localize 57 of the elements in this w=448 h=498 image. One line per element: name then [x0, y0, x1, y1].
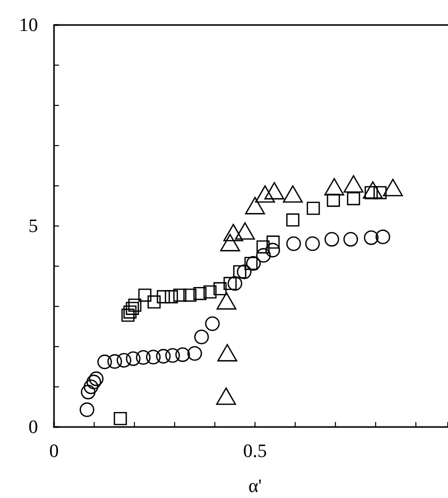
- point: [305, 236, 320, 251]
- point: [256, 240, 270, 254]
- point: [156, 290, 170, 304]
- x-axis-title: α': [248, 476, 262, 497]
- point: [266, 236, 280, 249]
- point: [88, 371, 104, 386]
- point: [80, 384, 96, 400]
- point: [126, 351, 141, 366]
- point: [228, 276, 242, 291]
- point: [148, 295, 161, 309]
- point: [138, 288, 152, 302]
- point: [175, 347, 190, 362]
- point: [194, 330, 209, 344]
- point: [246, 256, 261, 271]
- point: [173, 288, 186, 302]
- y-tick-label: 5: [28, 216, 38, 237]
- point: [84, 379, 98, 394]
- point: [97, 354, 112, 370]
- point: [136, 350, 151, 365]
- point: [146, 350, 161, 364]
- point: [343, 232, 358, 247]
- point: [164, 290, 178, 304]
- point: [107, 354, 122, 369]
- point: [116, 352, 132, 368]
- point: [203, 285, 217, 298]
- point: [326, 194, 340, 207]
- y-tick-label: 10: [19, 15, 38, 36]
- y-tick-label: 0: [28, 417, 38, 438]
- point: [121, 308, 135, 322]
- point: [114, 412, 127, 426]
- point: [306, 202, 320, 215]
- point: [193, 286, 207, 300]
- point: [233, 265, 246, 278]
- point: [346, 192, 360, 206]
- point: [187, 346, 202, 361]
- point: [376, 230, 390, 244]
- point: [256, 248, 271, 263]
- point: [123, 305, 137, 319]
- point: [213, 282, 227, 296]
- x-tick-label: 0.5: [243, 441, 267, 462]
- point: [373, 186, 387, 200]
- point: [126, 302, 139, 315]
- point: [364, 230, 379, 245]
- point: [80, 402, 94, 418]
- point: [183, 288, 196, 302]
- point: [224, 276, 237, 290]
- point: [286, 213, 300, 227]
- point: [236, 264, 252, 280]
- point: [324, 232, 340, 247]
- point: [165, 348, 180, 363]
- point: [244, 256, 258, 270]
- point: [265, 242, 280, 258]
- point: [205, 316, 220, 331]
- point: [86, 374, 102, 390]
- point: [156, 348, 171, 364]
- point: [286, 236, 301, 251]
- point: [128, 298, 142, 312]
